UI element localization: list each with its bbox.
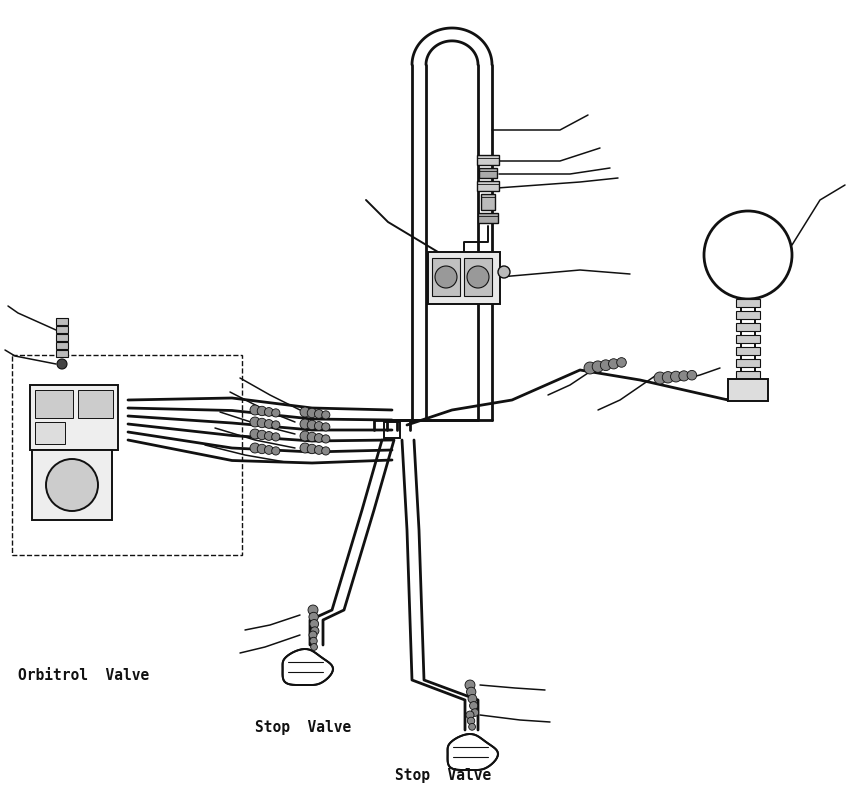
Circle shape — [314, 434, 323, 442]
Circle shape — [435, 266, 457, 288]
Circle shape — [310, 643, 317, 650]
Circle shape — [469, 702, 477, 710]
Bar — [30, 385, 118, 450]
Bar — [56, 350, 68, 357]
Circle shape — [300, 419, 309, 429]
Circle shape — [498, 266, 509, 278]
Circle shape — [466, 687, 475, 697]
Circle shape — [307, 444, 316, 454]
Circle shape — [584, 362, 596, 374]
Bar — [78, 390, 112, 418]
Circle shape — [607, 358, 618, 369]
Bar — [35, 422, 65, 444]
Bar — [735, 311, 759, 319]
Text: Orbitrol  Valve: Orbitrol Valve — [18, 668, 149, 683]
Circle shape — [314, 410, 323, 418]
Circle shape — [314, 446, 323, 454]
Circle shape — [309, 619, 319, 628]
Circle shape — [257, 430, 267, 440]
Circle shape — [272, 409, 279, 417]
Circle shape — [250, 429, 260, 439]
Circle shape — [300, 431, 309, 441]
Circle shape — [300, 443, 309, 453]
Circle shape — [307, 420, 316, 430]
Bar — [463, 258, 492, 296]
Circle shape — [686, 370, 696, 380]
Circle shape — [468, 723, 475, 730]
Bar — [428, 252, 499, 304]
Circle shape — [467, 718, 475, 725]
Circle shape — [468, 694, 476, 703]
Bar — [476, 181, 498, 191]
Bar — [735, 335, 759, 343]
Bar — [56, 334, 68, 341]
Bar — [56, 318, 68, 325]
Bar — [481, 194, 494, 210]
Circle shape — [257, 406, 267, 416]
Circle shape — [653, 372, 665, 384]
Bar — [735, 323, 759, 331]
Bar — [735, 299, 759, 307]
Circle shape — [264, 407, 273, 416]
Bar — [477, 213, 498, 223]
Circle shape — [309, 638, 317, 645]
Bar — [56, 342, 68, 349]
Circle shape — [257, 418, 267, 428]
Circle shape — [307, 408, 316, 418]
Bar — [476, 155, 498, 165]
Circle shape — [661, 372, 673, 383]
Circle shape — [250, 405, 260, 415]
Circle shape — [321, 411, 330, 419]
Circle shape — [308, 605, 318, 615]
Circle shape — [46, 459, 98, 511]
Bar — [735, 347, 759, 355]
Circle shape — [321, 423, 330, 431]
Bar — [35, 390, 73, 418]
Circle shape — [703, 211, 791, 299]
Text: Stop  Valve: Stop Valve — [255, 720, 351, 735]
Text: Stop  Valve: Stop Valve — [394, 768, 491, 783]
Bar — [12, 355, 242, 555]
Bar — [431, 258, 459, 296]
Circle shape — [616, 358, 625, 367]
Polygon shape — [447, 734, 498, 770]
Circle shape — [272, 447, 279, 455]
Bar — [479, 168, 497, 178]
Circle shape — [465, 711, 474, 719]
Circle shape — [591, 361, 603, 372]
Circle shape — [464, 680, 475, 690]
Bar — [32, 450, 112, 520]
Circle shape — [321, 447, 330, 455]
Bar — [56, 326, 68, 333]
Polygon shape — [282, 649, 332, 685]
Bar — [740, 299, 754, 384]
Circle shape — [470, 709, 478, 716]
Circle shape — [600, 360, 610, 370]
Circle shape — [307, 432, 316, 442]
Circle shape — [272, 433, 279, 441]
Circle shape — [308, 612, 318, 622]
Circle shape — [250, 417, 260, 427]
Circle shape — [466, 266, 488, 288]
Circle shape — [264, 431, 273, 440]
Circle shape — [57, 359, 67, 369]
Circle shape — [314, 422, 323, 430]
Circle shape — [678, 371, 688, 381]
Bar — [383, 422, 400, 438]
Circle shape — [308, 631, 317, 639]
Circle shape — [250, 443, 260, 453]
Circle shape — [670, 371, 681, 382]
Circle shape — [321, 435, 330, 443]
Circle shape — [300, 407, 309, 417]
Circle shape — [310, 627, 319, 635]
Circle shape — [272, 421, 279, 429]
Bar — [727, 379, 767, 401]
Circle shape — [264, 419, 273, 428]
Circle shape — [257, 444, 267, 454]
Bar — [735, 371, 759, 379]
Bar — [735, 359, 759, 367]
Circle shape — [264, 446, 273, 454]
